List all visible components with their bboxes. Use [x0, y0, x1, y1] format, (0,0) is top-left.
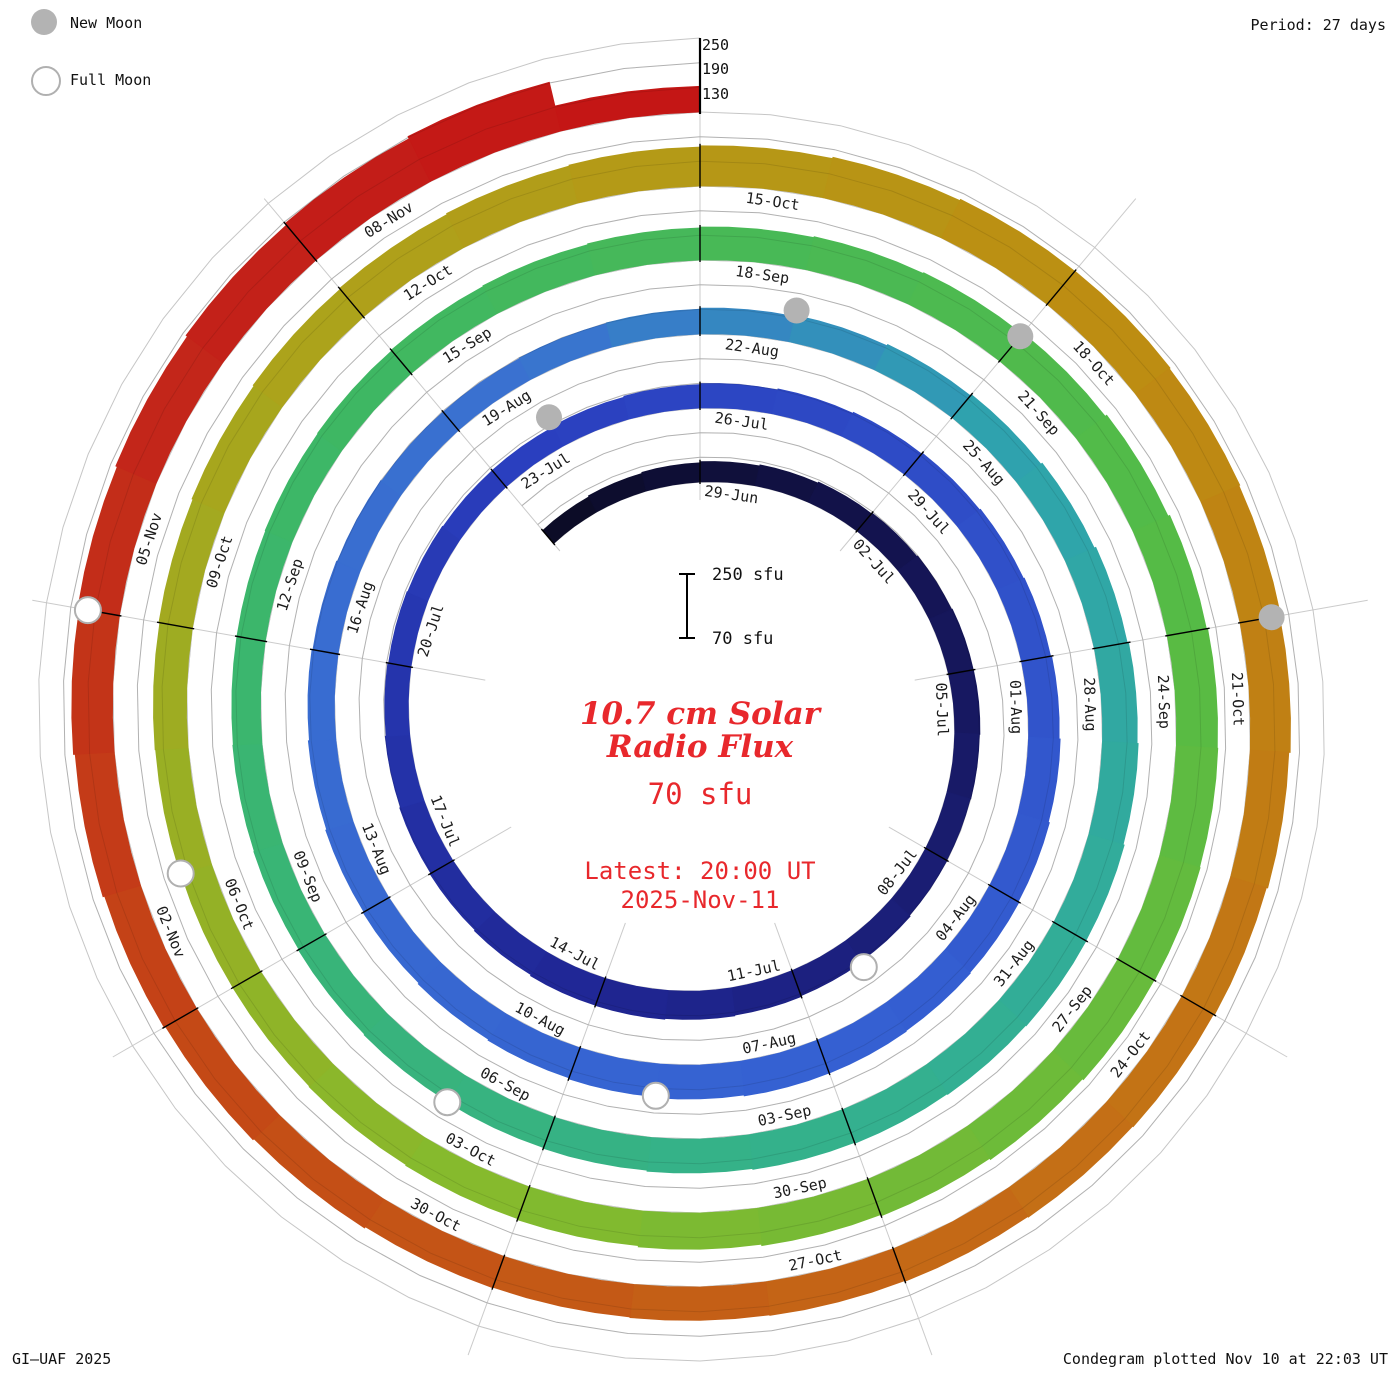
- new-moon-marker: [536, 404, 562, 431]
- date-tick-label: 28-Aug: [1080, 677, 1100, 732]
- tick-marks: [75, 38, 1283, 1290]
- date-tick-label: 24-Sep: [1154, 674, 1174, 729]
- new-moon-marker: [1258, 604, 1285, 631]
- date-tick-label: 21-Oct: [1228, 672, 1248, 727]
- new-moon-marker: [1007, 323, 1034, 350]
- date-tick-label: 05-Jul: [932, 682, 952, 737]
- new-moon-marker: [783, 297, 810, 324]
- full-moon-marker: [849, 953, 878, 982]
- full-moon-marker: [166, 859, 195, 888]
- full-moon-marker: [433, 1088, 462, 1117]
- date-tick-label: 01-Aug: [1006, 680, 1026, 735]
- date-tick-label: 29-Jun: [703, 482, 759, 507]
- full-moon-marker: [73, 596, 102, 625]
- moon-markers: [73, 297, 1285, 1117]
- full-moon-marker: [641, 1081, 670, 1110]
- flux-band: [63, 62, 1301, 1337]
